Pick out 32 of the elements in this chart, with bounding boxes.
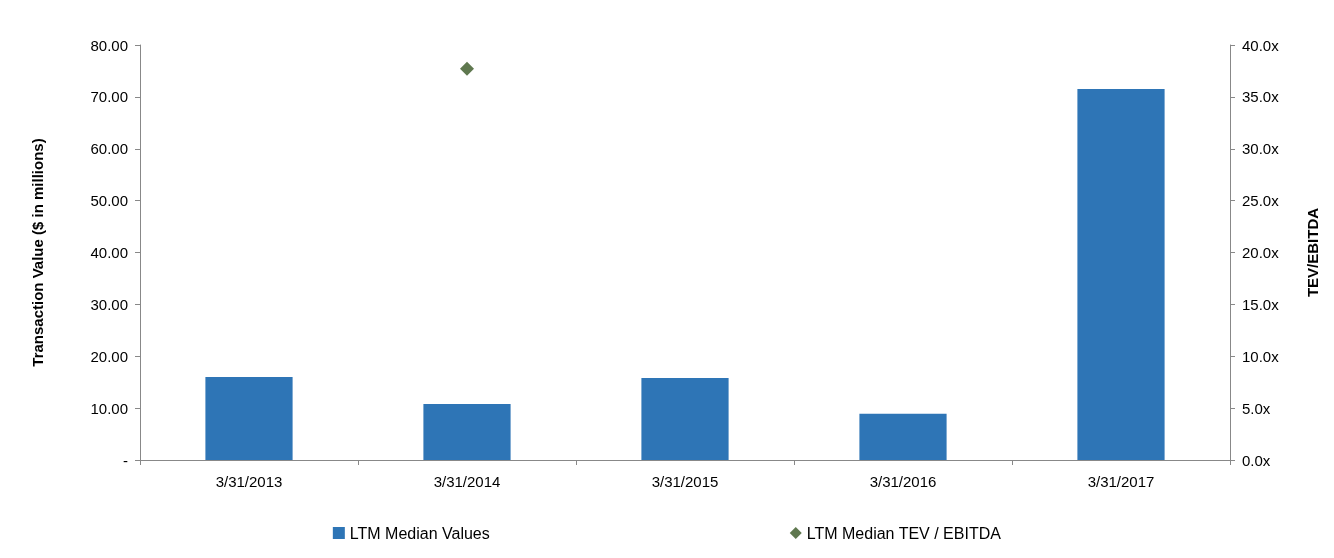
bar bbox=[1077, 89, 1165, 460]
y2-axis-title: TEV/EBITDA bbox=[1304, 207, 1321, 298]
y-tick-label: 70.00 bbox=[90, 88, 128, 106]
bar bbox=[423, 403, 511, 460]
y2-tick-label: 15.0x bbox=[1242, 295, 1280, 313]
y2-tick-label: 40.0x bbox=[1242, 36, 1280, 54]
y2-tick-label: 25.0x bbox=[1242, 192, 1280, 210]
y2-tick-label: 30.0x bbox=[1242, 140, 1280, 158]
y-axis-title: Transaction Value ($ in millions) bbox=[29, 138, 46, 367]
y2-tick-label: 35.0x bbox=[1242, 88, 1280, 106]
y-tick-label: 50.00 bbox=[90, 192, 128, 210]
y-tick-label: 20.00 bbox=[90, 347, 128, 365]
legend-label: LTM Median Values bbox=[349, 524, 490, 542]
legend-label: LTM Median TEV / EBITDA bbox=[806, 524, 1002, 542]
x-tick-label: 3/31/2015 bbox=[651, 473, 719, 490]
bar bbox=[641, 378, 729, 460]
y-tick-label: 30.00 bbox=[90, 295, 128, 313]
bar bbox=[859, 413, 947, 460]
y-tick-label: 60.00 bbox=[90, 140, 128, 158]
x-tick-label: 3/31/2016 bbox=[869, 473, 937, 490]
y2-tick-label: 20.0x bbox=[1242, 244, 1280, 261]
y-tick-label: - bbox=[123, 451, 128, 469]
y-tick-label: 10.00 bbox=[90, 399, 128, 417]
y2-tick-label: 0.0x bbox=[1242, 451, 1271, 469]
x-tick-label: 3/31/2013 bbox=[215, 473, 283, 490]
y2-tick-label: 5.0x bbox=[1242, 399, 1271, 417]
y2-tick-label: 10.0x bbox=[1242, 347, 1280, 365]
y-tick-label: 40.00 bbox=[90, 244, 128, 261]
y-tick-label: 80.00 bbox=[90, 36, 128, 54]
bar bbox=[205, 377, 293, 460]
x-tick-label: 3/31/2014 bbox=[433, 473, 501, 490]
x-tick-label: 3/31/2017 bbox=[1087, 473, 1155, 490]
